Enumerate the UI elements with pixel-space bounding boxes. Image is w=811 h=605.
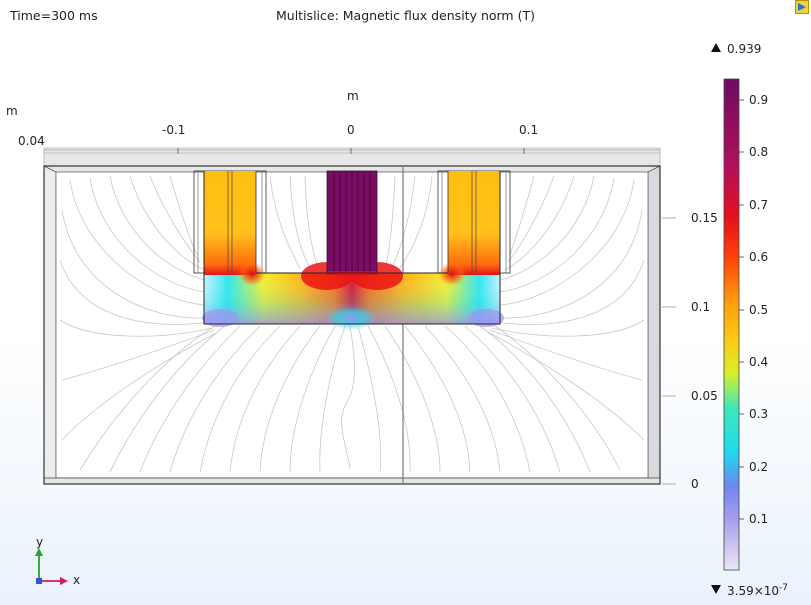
y-tick-0-1: 0.1: [691, 300, 711, 314]
max-triangle-icon: [711, 43, 721, 52]
colorbar-tick-0-4: 0.4: [749, 355, 769, 369]
colorbar-tick-0-7: 0.7: [749, 198, 769, 212]
graphics-window-icon[interactable]: [795, 0, 809, 14]
colorbar-tick-0-6: 0.6: [749, 250, 769, 264]
y-tick-0-05: 0.05: [691, 389, 718, 403]
colorbar-tick-0-8: 0.8: [749, 145, 769, 159]
colorbar-tick-0-1: 0.1: [749, 512, 769, 526]
core-right-leg: [448, 171, 500, 275]
plot-title: Multislice: Magnetic flux density norm (…: [276, 8, 535, 23]
y-tick-0: 0: [691, 477, 699, 491]
time-label: Time=300 ms: [10, 8, 98, 23]
colorbar-tick-0-2: 0.2: [749, 460, 769, 474]
triad-y-label: y: [36, 535, 44, 549]
x-unit-label: m: [347, 89, 359, 103]
graphics-window-icon-shape: [795, 0, 809, 14]
z-tick-label: 0.04: [18, 134, 45, 148]
colorbar-tick-0-9: 0.9: [749, 93, 769, 107]
box-top-face: [43, 147, 661, 173]
axis-triad: [35, 548, 68, 585]
lower-field-lines: [59, 319, 645, 473]
z-unit-label: m: [6, 104, 18, 118]
triad-x-label: x: [73, 573, 81, 587]
x-tick-pos: 0.1: [519, 123, 539, 137]
core-left-leg: [204, 171, 256, 275]
x-tick-zero: 0: [347, 123, 355, 137]
y-tick-0-15: 0.15: [691, 211, 718, 225]
colorbar-tick-0-5: 0.5: [749, 303, 769, 317]
x-tick-neg: -0.1: [162, 123, 186, 137]
colorbar-gradient: [723, 78, 740, 571]
field-lines: [59, 175, 645, 473]
colorbar-min-label: 3.59×10-7: [727, 583, 789, 598]
box-left-face: [43, 165, 57, 485]
colorbar-max-label: 0.939: [727, 42, 762, 56]
box-right-face: [647, 165, 661, 485]
min-triangle-icon: [711, 585, 721, 594]
colorbar-tick-0-3: 0.3: [749, 407, 769, 421]
